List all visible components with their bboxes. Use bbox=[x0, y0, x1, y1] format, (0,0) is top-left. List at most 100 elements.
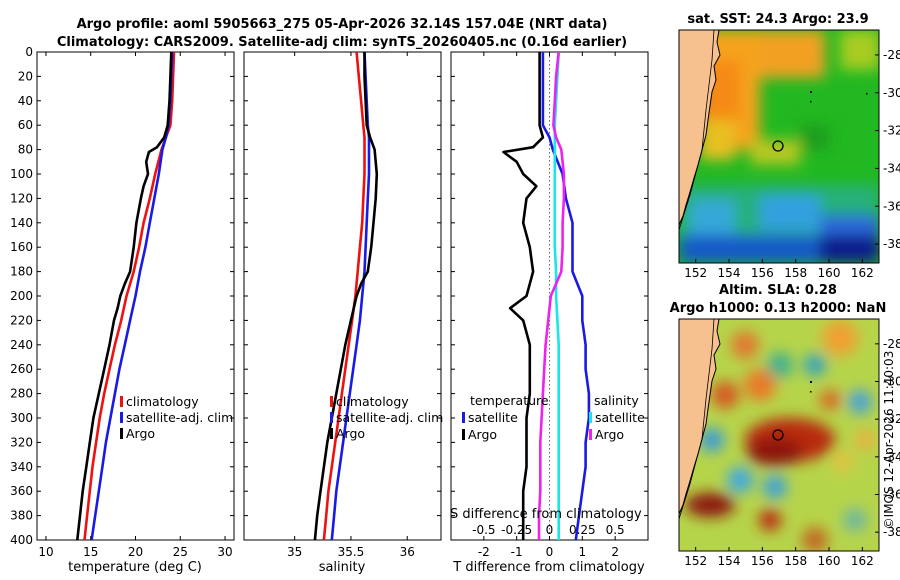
depth-tick-label: 360 bbox=[10, 484, 33, 498]
sla-lat-tick-label: -32 bbox=[883, 412, 900, 426]
sla-lon-tick-label: 160 bbox=[818, 554, 841, 568]
sst-map bbox=[679, 30, 879, 263]
sla-lon-tick-label: 158 bbox=[784, 554, 807, 568]
salinity-xtick-label: 35.5 bbox=[338, 545, 365, 559]
sla-lat-tick-label: -36 bbox=[883, 488, 900, 502]
t-difference-xlabel: T difference from climatology bbox=[452, 560, 645, 575]
sla-lon-tick-label: 152 bbox=[684, 554, 707, 568]
s-diff-tick-label: -0.25 bbox=[501, 523, 532, 537]
sst-map-title: sat. SST: 24.3 Argo: 23.9 bbox=[687, 12, 868, 27]
climatology-subtitle: Climatology: CARS2009. Satellite-adj cli… bbox=[57, 35, 627, 50]
sst-argo-location-marker bbox=[772, 140, 784, 152]
sla-argo-location-marker bbox=[772, 429, 784, 441]
difference-series-s-argo bbox=[537, 52, 566, 540]
depth-tick-label: 240 bbox=[10, 338, 33, 352]
salinity-series-argo bbox=[313, 52, 379, 540]
depth-tick-label: 100 bbox=[10, 167, 33, 181]
sla-lat-tick-label: -34 bbox=[883, 450, 900, 464]
temperature-xtick-label: 10 bbox=[38, 545, 53, 559]
temperature-series-argo bbox=[76, 52, 173, 540]
depth-tick-label: 60 bbox=[18, 118, 33, 132]
imos-credit: ©IMOS 12-Apr-2026 11:40:03 bbox=[882, 351, 896, 530]
sla-lat-tick-label: -38 bbox=[883, 525, 900, 539]
sal-legend-climatology-swatch bbox=[330, 396, 333, 407]
difference-xtick-label: 2 bbox=[611, 545, 619, 559]
sla-map-panel: Altim. SLA: 0.28 Argo h1000: 0.13 h2000:… bbox=[670, 283, 900, 568]
depth-tick-label: 260 bbox=[10, 362, 33, 376]
sla-lon-tick-label: 156 bbox=[751, 554, 774, 568]
depth-tick-label: 200 bbox=[10, 289, 33, 303]
temp-legend-argo-swatch bbox=[120, 428, 123, 439]
diff-legend-t-satellite-label: satellite bbox=[468, 410, 518, 425]
diff-legend-t-argo-swatch bbox=[462, 429, 465, 440]
diff-legend-s-satellite-swatch bbox=[589, 412, 592, 423]
diff-legend-s-argo-label: Argo bbox=[595, 427, 624, 442]
depth-tick-label: 80 bbox=[18, 143, 33, 157]
temp-legend-argo-label: Argo bbox=[126, 426, 155, 441]
sst-map-frame bbox=[678, 29, 880, 264]
sal-legend-climatology-label: climatology bbox=[336, 394, 409, 409]
temperature-xlabel: temperature (deg C) bbox=[68, 560, 202, 575]
sla-lon-tick-label: 162 bbox=[851, 554, 874, 568]
s-difference-label: S difference from climatology bbox=[450, 507, 642, 522]
difference-panel: -2 -1 0 1 2 -0.5 -0.25 0 0.25 0.5 temperature sat… bbox=[450, 51, 649, 575]
sst-lon-tick-label: 158 bbox=[784, 266, 807, 280]
sst-lon-tick-label: 160 bbox=[818, 266, 841, 280]
depth-tick-label: 20 bbox=[18, 69, 33, 83]
temperature-xtick-label: 25 bbox=[173, 545, 188, 559]
temp-legend-satellite-swatch bbox=[120, 412, 123, 423]
difference-xtick-label: 0 bbox=[546, 545, 554, 559]
depth-tick-label: 220 bbox=[10, 313, 33, 327]
sla-map-frame bbox=[678, 318, 880, 552]
sla-lon-tick-label: 154 bbox=[718, 554, 741, 568]
sst-lat-tick-label: -36 bbox=[883, 199, 900, 213]
salinity-xtick-label: 36 bbox=[400, 545, 415, 559]
sst-lat-tick-label: -28 bbox=[883, 48, 900, 62]
depth-tick-label: 320 bbox=[10, 435, 33, 449]
depth-tick-label: 380 bbox=[10, 509, 33, 523]
s-difference-axis: -0.5 -0.25 0 0.25 0.5 bbox=[472, 523, 625, 537]
sal-legend-argo-label: Argo bbox=[336, 426, 365, 441]
depth-tick-label: 140 bbox=[10, 216, 33, 230]
salinity-series-climatology bbox=[322, 52, 366, 540]
s-diff-tick-label: 0 bbox=[546, 523, 554, 537]
sst-lat-tick-label: -32 bbox=[883, 124, 900, 138]
sal-legend-satellite-swatch bbox=[330, 412, 333, 423]
depth-tick-label: 400 bbox=[10, 533, 33, 547]
difference-series-t-satellite bbox=[541, 52, 591, 540]
sst-lat-tick-label: -30 bbox=[883, 86, 900, 100]
sla-lat-tick-label: -30 bbox=[883, 375, 900, 389]
s-diff-tick-label: 0.5 bbox=[606, 523, 625, 537]
s-diff-tick-label: 0.25 bbox=[569, 523, 596, 537]
salinity-axes bbox=[243, 51, 442, 541]
sst-lat-tick-label: -38 bbox=[883, 237, 900, 251]
depth-tick-label: 340 bbox=[10, 460, 33, 474]
difference-legend: temperature satellite Argo salinity satellit… bbox=[462, 393, 645, 442]
temperature-xtick-label: 30 bbox=[217, 545, 232, 559]
temperature-panel: 0 20 40 60 80 100 120 140 160 180 200 220 240 260 280 3… bbox=[10, 45, 235, 575]
sla-lat-tick-label: -28 bbox=[883, 337, 900, 351]
depth-tick-label: 180 bbox=[10, 265, 33, 279]
temp-legend-satellite-label: satellite-adj. clim bbox=[126, 410, 233, 425]
temp-legend-climatology-label: climatology bbox=[126, 394, 199, 409]
sst-lon-tick-label: 152 bbox=[684, 266, 707, 280]
salinity-xtick-label: 35 bbox=[287, 545, 302, 559]
salinity-xlabel: salinity bbox=[319, 560, 366, 575]
profile-title: Argo profile: aoml 5905663_275 05-Apr-20… bbox=[77, 17, 608, 32]
depth-tick-label: 120 bbox=[10, 191, 33, 205]
difference-xtick-label: -2 bbox=[478, 545, 490, 559]
sal-legend-satellite-label: satellite-adj. clim bbox=[336, 410, 443, 425]
sst-map-panel: sat. SST: 24.3 Argo: 23.9 bbox=[678, 12, 900, 280]
sla-map bbox=[679, 319, 879, 551]
depth-tick-label: 40 bbox=[18, 94, 33, 108]
diff-legend-s-argo-swatch bbox=[589, 429, 592, 440]
difference-xtick-label: 1 bbox=[579, 545, 587, 559]
temperature-xtick-label: 20 bbox=[128, 545, 143, 559]
sst-lat-tick-label: -34 bbox=[883, 161, 900, 175]
sla-map-subtitle: Argo h1000: 0.13 h2000: NaN bbox=[670, 301, 887, 316]
sst-lon-tick-label: 154 bbox=[718, 266, 741, 280]
